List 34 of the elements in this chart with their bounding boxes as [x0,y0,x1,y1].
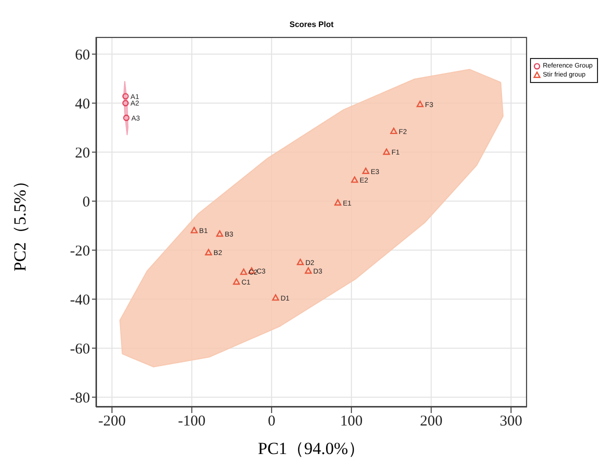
point [122,100,129,106]
point [296,258,304,266]
point [272,294,280,301]
point [240,268,248,275]
x-axis-title: PC1（94.0%） [256,438,366,460]
y-axis-title: PC2（5.5%） [10,172,30,272]
y-tick-label: 60 [75,47,90,64]
point [205,248,212,256]
point [383,148,390,155]
point [123,114,130,122]
y-tick-label: -80 [70,390,90,407]
chart-title: Scores Plot [288,20,334,29]
x-tick-label: 300 [500,414,522,430]
point [122,93,129,100]
x-tick-label: 100 [340,414,363,430]
point [416,100,424,108]
y-tick-label: 20 [75,145,90,162]
y-tick-label: -60 [70,342,90,358]
point [362,168,370,174]
point [216,230,224,237]
x-tick-label: -200 [98,414,126,430]
y-tick-label: -40 [70,292,90,309]
x-tick-label: -100 [178,414,206,430]
y-tick-label: -20 [70,244,90,260]
point [190,226,198,234]
point [390,128,398,134]
x-tick-label: 0 [268,414,276,430]
y-tick-label: 0 [82,194,90,210]
point [232,278,240,285]
y-tick-label: 40 [75,96,90,112]
point [334,199,342,206]
point [304,267,312,274]
x-tick-label: 200 [420,414,442,430]
point [351,176,358,183]
